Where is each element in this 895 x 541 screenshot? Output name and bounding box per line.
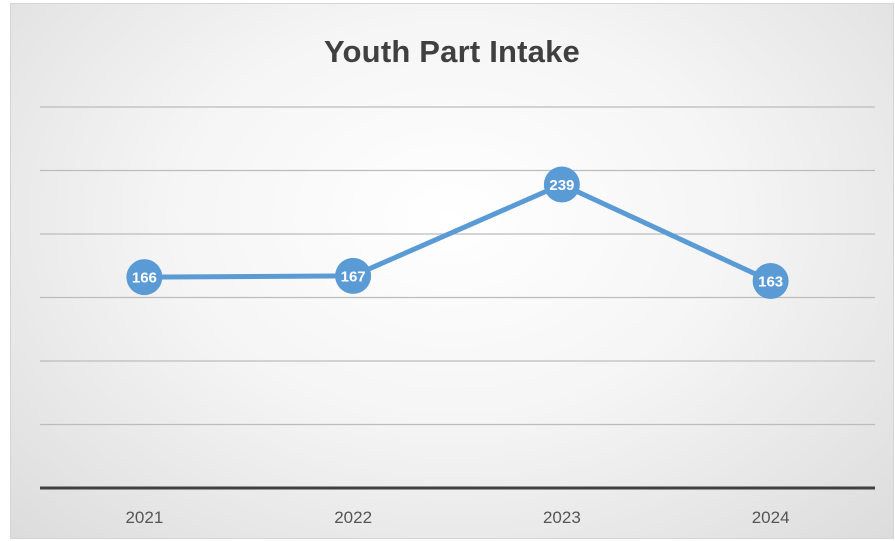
x-tick-label: 2021 — [125, 508, 163, 527]
series-line — [141, 181, 774, 284]
x-tick-label: 2022 — [334, 508, 372, 527]
data-label: 163 — [758, 273, 783, 290]
data-label: 167 — [341, 268, 366, 285]
data-label: 166 — [132, 270, 157, 287]
data-point — [543, 166, 580, 203]
x-tick-label: 2024 — [752, 508, 790, 527]
chart-title: Youth Part Intake — [323, 34, 581, 69]
data-point — [126, 259, 163, 296]
data-point — [335, 257, 372, 294]
plot-area: 2021 2022 2023 2024 166 167 239 163 — [40, 106, 875, 527]
data-point — [752, 262, 789, 299]
chart-area: Youth Part Intake 2021 2022 2023 2024 166 167… — [10, 3, 894, 539]
data-label: 239 — [549, 177, 574, 194]
x-tick-label: 2023 — [543, 508, 581, 527]
